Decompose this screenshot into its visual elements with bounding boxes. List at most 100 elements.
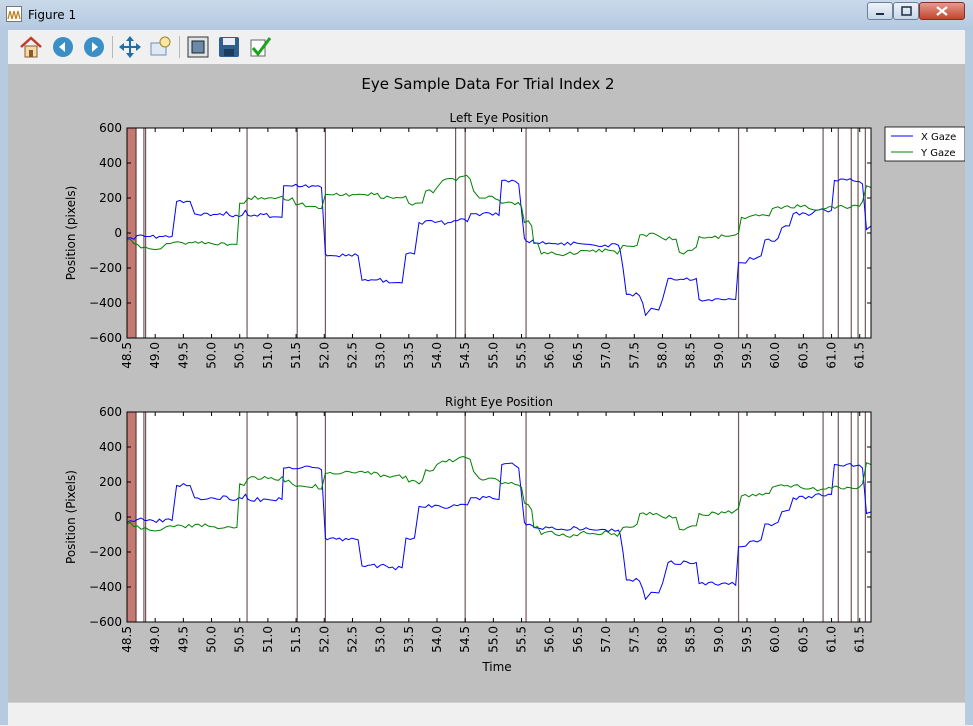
y-tick-label: −600 xyxy=(89,615,122,629)
figure-title: Eye Sample Data For Trial Index 2 xyxy=(361,75,614,93)
y-tick-label: 600 xyxy=(99,121,122,135)
x-tick-label: 59.5 xyxy=(740,342,754,369)
x-tick-label: 51.5 xyxy=(289,342,303,369)
configure-subplots-icon xyxy=(187,36,209,58)
toolbar-separator xyxy=(112,36,113,58)
x-tick-label: 59.5 xyxy=(740,626,754,653)
x-tick-label: 56.5 xyxy=(571,342,585,369)
x-tick-label: 55.0 xyxy=(486,626,500,653)
x-tick-label: 57.0 xyxy=(599,342,613,369)
forward-button[interactable] xyxy=(81,34,107,60)
x-tick-label: 61.5 xyxy=(853,342,867,369)
edit-check-button[interactable] xyxy=(247,34,273,60)
x-tick-label: 49.0 xyxy=(148,342,162,369)
window-title: Figure 1 xyxy=(28,8,77,22)
x-tick-label: 50.0 xyxy=(205,342,219,369)
toolbar-separator xyxy=(179,36,180,58)
x-tick-label: 58.5 xyxy=(684,342,698,369)
x-tick-label: 49.5 xyxy=(176,626,190,653)
x-tick-label: 58.0 xyxy=(655,342,669,369)
x-tick-label: 53.0 xyxy=(374,342,388,369)
y-tick-label: −600 xyxy=(89,331,122,345)
x-axis-label: Time xyxy=(481,660,511,674)
x-tick-label: 57.5 xyxy=(627,626,641,653)
zoom-button[interactable] xyxy=(148,34,174,60)
back-icon xyxy=(53,37,73,57)
x-tick-label: 55.5 xyxy=(515,342,529,369)
legend: X Gaze Y Gaze xyxy=(884,126,965,162)
minimize-icon xyxy=(876,13,884,15)
x-tick-label: 48.5 xyxy=(120,626,134,653)
axes-title: Left Eye Position xyxy=(450,111,549,125)
close-button[interactable] xyxy=(919,2,965,20)
x-tick-label: 52.5 xyxy=(345,626,359,653)
edit-check-icon xyxy=(250,37,272,57)
y-tick-label: 400 xyxy=(99,440,122,454)
minimize-button[interactable] xyxy=(867,2,893,20)
legend-label: X Gaze xyxy=(921,132,956,143)
series-line-y-gaze xyxy=(127,455,871,538)
x-tick-label: 60.5 xyxy=(796,626,810,653)
y-tick-label: 200 xyxy=(99,475,122,489)
x-tick-label: 51.0 xyxy=(261,626,275,653)
x-tick-label: 50.0 xyxy=(205,626,219,653)
x-tick-label: 60.5 xyxy=(796,342,810,369)
y-tick-label: 0 xyxy=(114,226,122,240)
x-tick-label: 58.5 xyxy=(684,626,698,653)
x-tick-label: 59.0 xyxy=(712,626,726,653)
plot-svg: Eye Sample Data For Trial Index 2 600 400… xyxy=(64,75,965,674)
x-tick-label: 61.5 xyxy=(853,626,867,653)
x-tick-label: 54.0 xyxy=(430,342,444,369)
x-tick-label: 56.0 xyxy=(543,626,557,653)
series-line-x-gaze xyxy=(127,462,871,601)
x-tick-label: 60.0 xyxy=(768,342,782,369)
x-tick-label: 49.0 xyxy=(148,626,162,653)
x-tick-label: 50.5 xyxy=(233,626,247,653)
close-icon xyxy=(936,6,948,16)
x-tick-label: 50.5 xyxy=(233,342,247,369)
x-tick-label: 49.5 xyxy=(176,342,190,369)
x-tick-label: 52.0 xyxy=(317,626,331,653)
x-tick-label: 61.0 xyxy=(825,342,839,369)
legend-label: Y Gaze xyxy=(920,148,956,159)
x-tick-label: 53.0 xyxy=(374,626,388,653)
back-button[interactable] xyxy=(50,34,76,60)
x-tick-label: 54.5 xyxy=(458,626,472,653)
maximize-icon xyxy=(901,6,912,16)
legend-box xyxy=(884,126,965,162)
save-button[interactable] xyxy=(216,34,242,60)
configure-subplots-button[interactable] xyxy=(185,34,211,60)
x-tick-label: 58.0 xyxy=(655,626,669,653)
home-icon xyxy=(20,36,42,58)
y-axis-label: Position (pixels) xyxy=(64,186,78,281)
x-tick-label: 55.5 xyxy=(515,626,529,653)
maximize-button[interactable] xyxy=(893,2,919,20)
x-tick-label: 54.5 xyxy=(458,342,472,369)
x-tick-label: 61.0 xyxy=(825,626,839,653)
x-tick-label: 53.5 xyxy=(402,342,416,369)
window-frame-right xyxy=(965,30,973,725)
toolbar xyxy=(8,30,965,65)
y-tick-label: −400 xyxy=(89,296,122,310)
axes-title: Right Eye Position xyxy=(445,395,553,409)
save-icon xyxy=(219,37,239,57)
pan-button[interactable] xyxy=(117,34,143,60)
series-line-y-gaze xyxy=(127,174,871,257)
x-tick-label: 57.0 xyxy=(599,626,613,653)
y-tick-label: −200 xyxy=(89,545,122,559)
y-tick-label: 200 xyxy=(99,191,122,205)
pan-icon xyxy=(119,36,141,58)
y-tick-label: −400 xyxy=(89,580,122,594)
y-tick-label: 0 xyxy=(114,510,122,524)
home-button[interactable] xyxy=(18,34,44,60)
x-tick-label: 55.0 xyxy=(486,342,500,369)
figure-canvas: Eye Sample Data For Trial Index 2 600 400… xyxy=(8,64,965,702)
x-tick-label: 51.5 xyxy=(289,626,303,653)
x-tick-label: 51.0 xyxy=(261,342,275,369)
window-titlebar: Figure 1 xyxy=(0,0,973,30)
plot-area xyxy=(127,412,871,622)
x-tick-label: 56.0 xyxy=(543,342,557,369)
forward-icon xyxy=(84,37,104,57)
